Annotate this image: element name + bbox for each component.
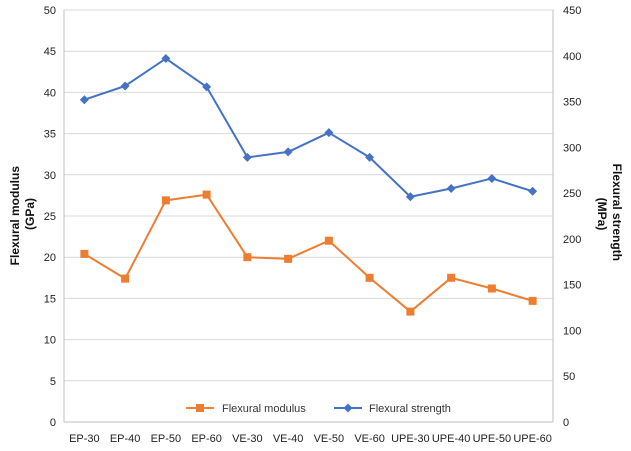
y-right-tick-label: 150 bbox=[563, 280, 581, 292]
x-tick-label: UPE-30 bbox=[391, 433, 430, 445]
y-left-tick-label: 15 bbox=[44, 293, 56, 305]
series-line-flexural-strength bbox=[84, 57, 533, 198]
data-point-flexural-modulus bbox=[487, 284, 496, 293]
x-tick-label: VE-30 bbox=[232, 433, 263, 445]
y-left-tick-label: 50 bbox=[44, 5, 56, 17]
data-point-flexural-strength bbox=[324, 128, 334, 138]
data-point-flexural-strength bbox=[161, 54, 171, 64]
x-tick-label: EP-60 bbox=[191, 433, 222, 445]
y-right-tick-label: 200 bbox=[563, 234, 581, 246]
series bbox=[79, 54, 538, 316]
y-axis-right-title-line1: Flexural strength bbox=[610, 164, 624, 261]
axes bbox=[63, 10, 554, 423]
data-point-flexural-modulus bbox=[447, 273, 456, 282]
x-axis-ticks: EP-30 EP-40 EP-50 EP-60 VE-30 VE-40 VE-50 VE-60… bbox=[69, 433, 552, 445]
data-point-flexural-strength bbox=[79, 95, 89, 105]
data-point-flexural-modulus bbox=[324, 236, 333, 245]
data-point-flexural-strength bbox=[365, 152, 375, 162]
data-point-flexural-strength bbox=[283, 147, 293, 157]
data-point-flexural-strength bbox=[405, 192, 415, 202]
legend-label-flexural-modulus: Flexural modulus bbox=[222, 403, 306, 415]
data-point-flexural-strength bbox=[528, 186, 538, 196]
legend-entry-flexural-modulus: Flexural modulus bbox=[186, 403, 306, 415]
y-left-tick-label: 20 bbox=[44, 252, 56, 264]
data-point-flexural-strength bbox=[487, 173, 497, 183]
y-right-tick-label: 250 bbox=[563, 188, 581, 200]
y-left-tick-label: 0 bbox=[50, 417, 56, 429]
y-left-tick-label: 30 bbox=[44, 170, 56, 182]
y-axis-left-title-line1: Flexural modulus bbox=[8, 166, 22, 266]
data-point-flexural-strength bbox=[446, 184, 456, 194]
y-right-tick-label: 450 bbox=[563, 5, 581, 17]
x-tick-label: UPE-60 bbox=[513, 433, 552, 445]
y-right-tick-label: 0 bbox=[563, 417, 569, 429]
y-axis-right-title: Flexural strength (MPa) bbox=[595, 164, 624, 265]
y-axis-right-title-line2: (MPa) bbox=[595, 198, 609, 231]
y-axis-left-title: Flexural modulus (GPa) bbox=[8, 163, 37, 266]
x-tick-label: EP-40 bbox=[110, 433, 141, 445]
legend-entry-flexural-strength: Flexural strength bbox=[334, 403, 451, 415]
series-flexural-modulus bbox=[80, 190, 537, 316]
x-tick-label: UPE-50 bbox=[473, 433, 512, 445]
series-line-flexural-modulus bbox=[83, 193, 533, 313]
x-tick-label: VE-60 bbox=[354, 433, 385, 445]
y-right-tick-label: 400 bbox=[563, 51, 581, 63]
y-left-tick-label: 45 bbox=[44, 46, 56, 58]
data-point-flexural-modulus bbox=[284, 254, 293, 263]
legend-marker-flexural-modulus bbox=[196, 404, 204, 412]
data-point-flexural-strength bbox=[242, 152, 252, 162]
x-tick-label: EP-30 bbox=[69, 433, 100, 445]
data-point-flexural-modulus bbox=[243, 253, 252, 262]
left-axis-ticks: 0 5 10 15 20 25 30 35 40 45 50 bbox=[44, 5, 56, 429]
legend-label-flexural-strength: Flexural strength bbox=[369, 403, 451, 415]
y-left-tick-label: 35 bbox=[44, 129, 56, 141]
series-flexural-strength bbox=[79, 54, 538, 202]
data-point-flexural-modulus bbox=[202, 190, 211, 199]
data-point-flexural-modulus bbox=[528, 296, 537, 305]
y-right-tick-label: 350 bbox=[563, 97, 581, 109]
y-left-tick-label: 25 bbox=[44, 211, 56, 223]
y-axis-left-title-line2: (GPa) bbox=[23, 198, 37, 230]
y-left-tick-label: 40 bbox=[44, 87, 56, 99]
right-axis-ticks: 0 50 100 150 200 250 300 350 400 450 bbox=[563, 5, 581, 429]
data-point-flexural-modulus bbox=[406, 307, 415, 316]
legend: Flexural modulus Flexural strength bbox=[186, 403, 451, 415]
x-tick-label: UPE-40 bbox=[432, 433, 471, 445]
x-tick-label: VE-40 bbox=[273, 433, 304, 445]
data-point-flexural-modulus bbox=[161, 196, 170, 205]
data-point-flexural-modulus bbox=[121, 274, 130, 283]
y-left-tick-label: 10 bbox=[44, 335, 56, 347]
y-left-tick-label: 5 bbox=[50, 376, 56, 388]
data-point-flexural-strength bbox=[202, 82, 212, 92]
legend-marker-flexural-strength bbox=[343, 403, 353, 413]
data-point-flexural-modulus bbox=[365, 273, 374, 282]
data-point-flexural-modulus bbox=[80, 249, 89, 258]
y-right-tick-label: 50 bbox=[563, 371, 575, 383]
x-tick-label: VE-50 bbox=[314, 433, 345, 445]
x-tick-label: EP-50 bbox=[151, 433, 182, 445]
y-right-tick-label: 100 bbox=[563, 325, 581, 337]
y-right-tick-label: 300 bbox=[563, 142, 581, 154]
data-point-flexural-strength bbox=[120, 81, 130, 91]
gridlines bbox=[64, 9, 553, 382]
